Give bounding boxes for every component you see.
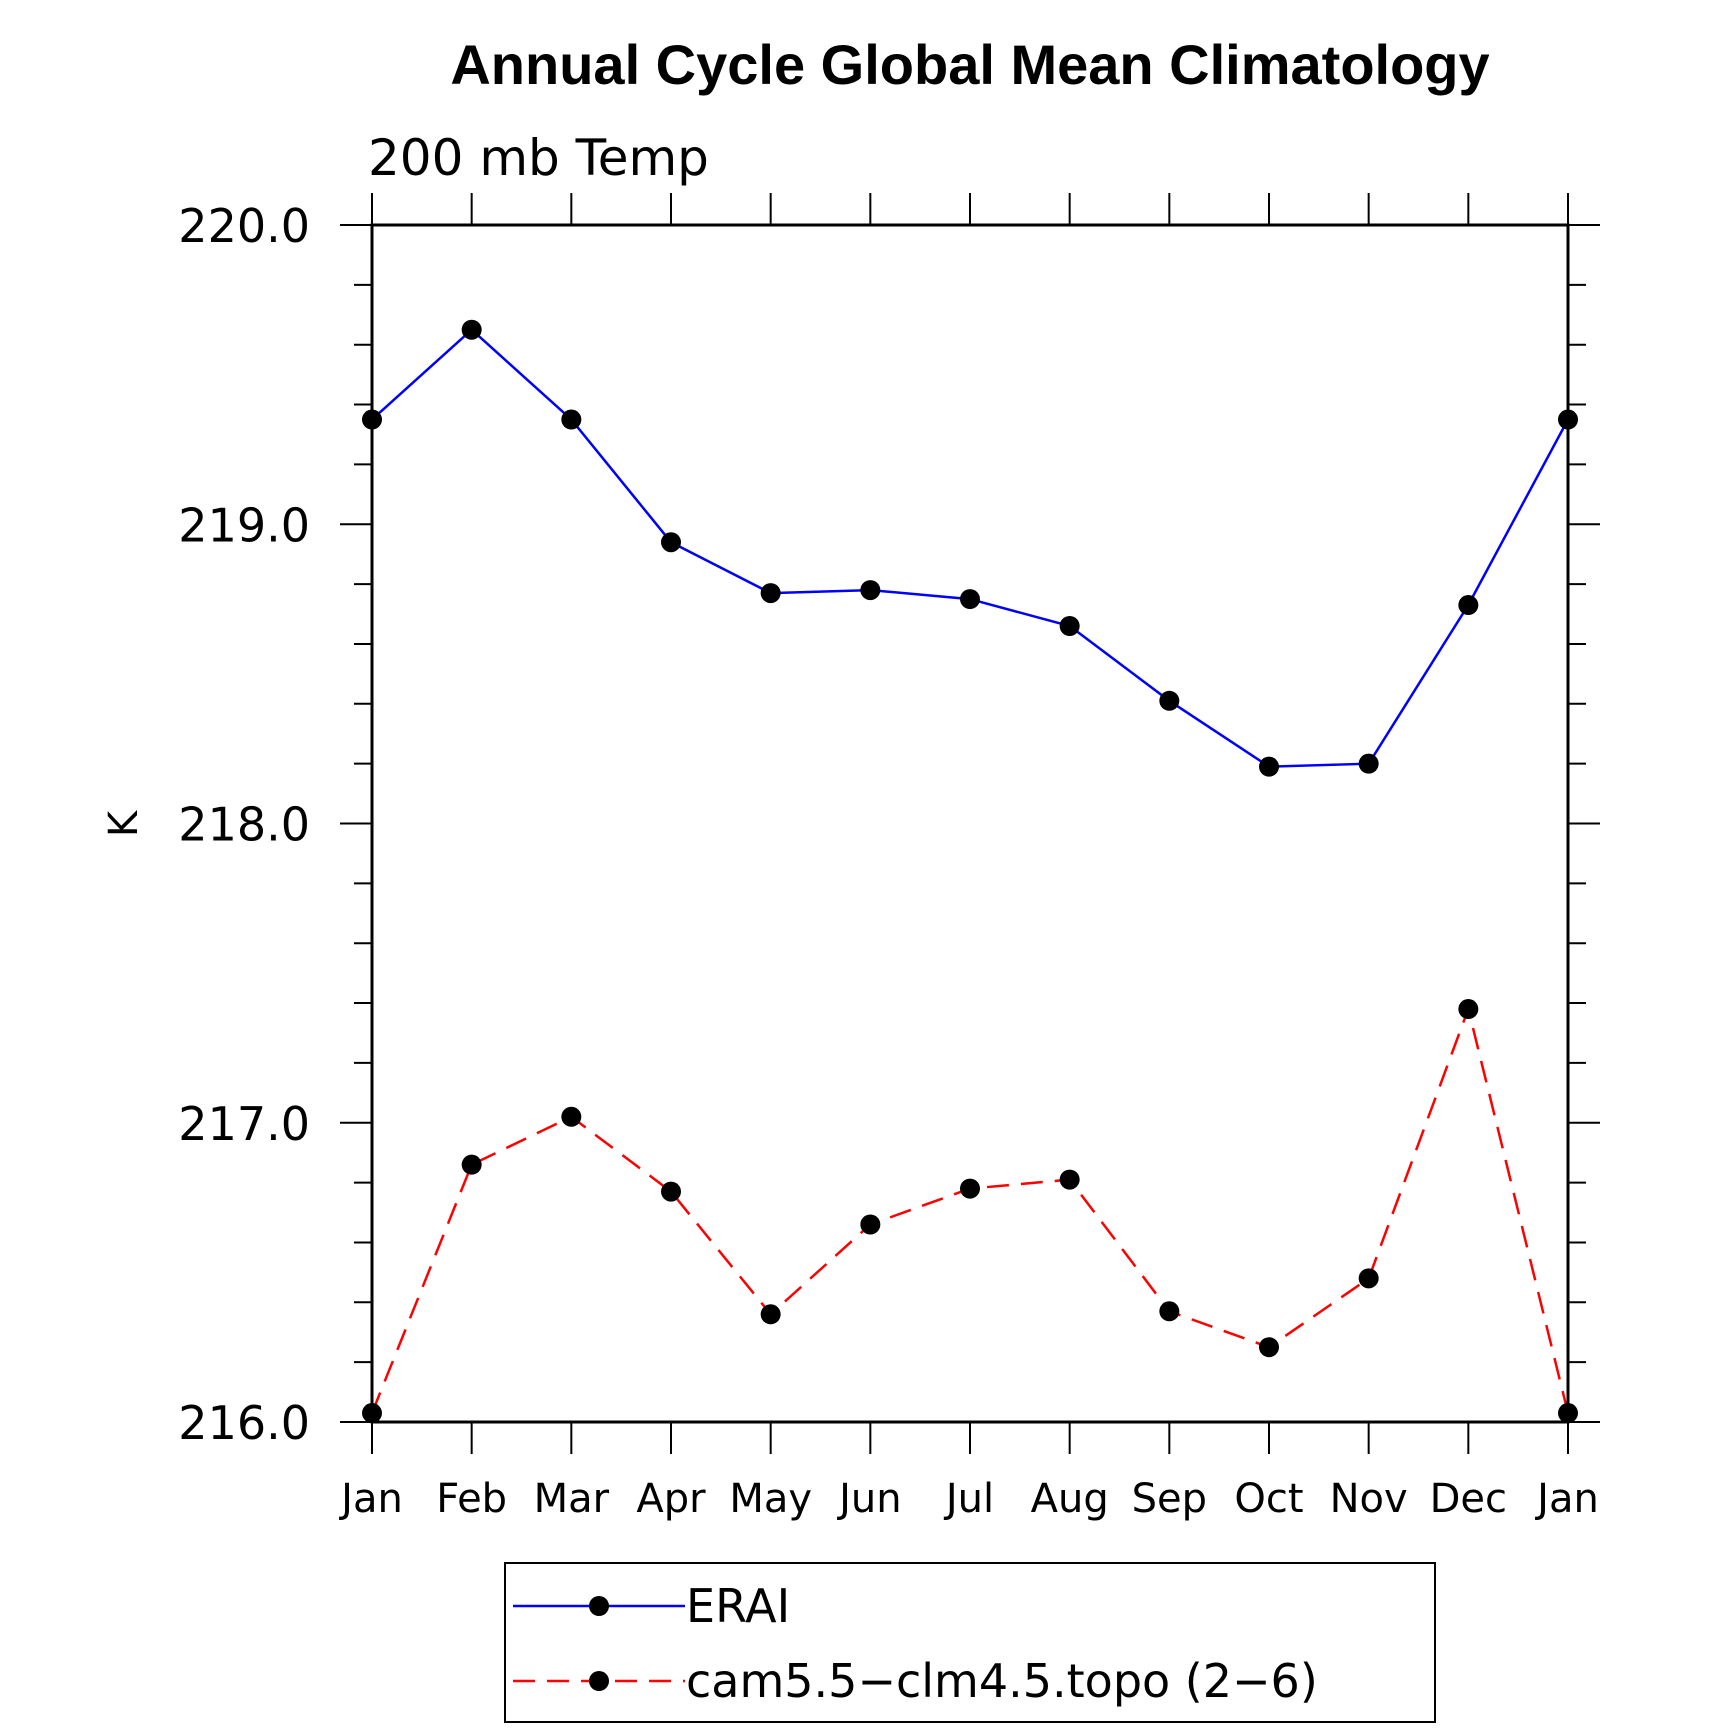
series-1-point xyxy=(1159,1301,1180,1322)
series-0-point xyxy=(760,583,781,604)
y-tick-label: 216.0 xyxy=(178,1396,310,1450)
series-1-point xyxy=(1059,1169,1080,1190)
y-tick-labels: 216.0 217.0 218.0 219.0 220.0 xyxy=(178,199,310,1450)
legend-marker-0 xyxy=(589,1596,609,1616)
legend-box xyxy=(504,1562,1436,1723)
series-0-point xyxy=(1358,753,1379,774)
y-tick-label: 220.0 xyxy=(178,199,310,253)
legend-label-0: ERAI xyxy=(686,1579,790,1633)
y-tick-label: 218.0 xyxy=(178,798,310,852)
series-1-point xyxy=(1358,1268,1379,1289)
series-1-point xyxy=(1458,999,1479,1020)
y-axis-label: K xyxy=(101,809,147,837)
plot-frame xyxy=(370,223,1570,1424)
series-1-line xyxy=(370,1004,1570,1414)
series-0-point xyxy=(461,319,482,340)
legend: ERAI cam5.5−clm4.5.topo (2−6) xyxy=(504,1562,1436,1723)
legend-marker-1 xyxy=(589,1671,609,1691)
series-1-point xyxy=(1259,1337,1279,1358)
x-tick-label: Oct xyxy=(1234,1476,1303,1522)
series-0-point xyxy=(1159,690,1180,711)
series-1-point xyxy=(561,1106,582,1127)
series-layer xyxy=(362,319,1578,1424)
series-1-point xyxy=(860,1214,881,1235)
series-0-point xyxy=(1458,595,1479,616)
y-tick-label: 219.0 xyxy=(178,498,310,552)
x-tick-labels: Jan Feb Mar Apr May Jun Jul Aug Sep Oct Nov Dec Jan xyxy=(338,1476,1599,1522)
x-tick-label: Jan xyxy=(1534,1476,1599,1522)
x-tick-label: May xyxy=(729,1476,812,1522)
series-0-point xyxy=(1059,615,1080,636)
chart-title: Annual Cycle Global Mean Climatology xyxy=(450,33,1489,96)
axis-ticks xyxy=(340,193,1600,1454)
series-0-point xyxy=(960,589,980,610)
series-1-point xyxy=(760,1304,781,1325)
x-tick-label: Sep xyxy=(1132,1476,1207,1522)
series-1-point xyxy=(461,1154,482,1175)
x-tick-label: Jul xyxy=(943,1476,994,1522)
x-tick-label: Feb xyxy=(436,1476,507,1522)
series-0-line xyxy=(371,328,1570,768)
chart-subtitle: 200 mb Temp xyxy=(368,129,709,187)
series-0-point xyxy=(1259,756,1279,777)
series-0-point xyxy=(561,409,582,430)
series-0-point xyxy=(860,580,881,601)
x-tick-label: Jan xyxy=(338,1476,403,1522)
x-tick-label: Aug xyxy=(1031,1476,1109,1522)
x-tick-label: Apr xyxy=(636,1476,706,1522)
x-tick-label: Mar xyxy=(534,1476,610,1522)
series-0-point xyxy=(661,532,681,553)
x-tick-label: Nov xyxy=(1330,1476,1408,1522)
legend-label-1: cam5.5−clm4.5.topo (2−6) xyxy=(686,1654,1318,1708)
x-tick-label: Jun xyxy=(836,1476,902,1522)
x-tick-label: Dec xyxy=(1430,1476,1507,1522)
series-1-point xyxy=(661,1181,681,1202)
y-tick-label: 217.0 xyxy=(178,1097,310,1151)
series-1-point xyxy=(960,1178,980,1199)
